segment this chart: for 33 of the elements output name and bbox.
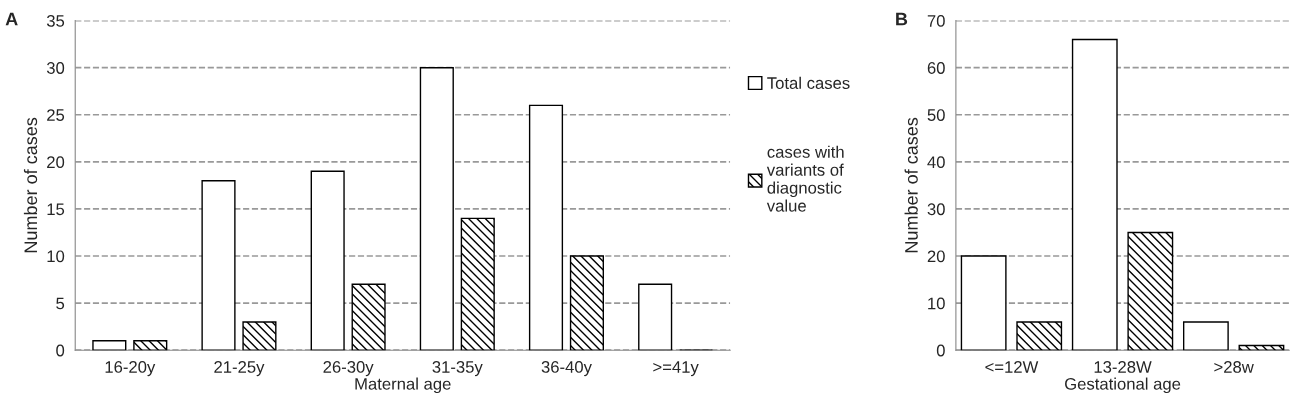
y-tick-label: 60 xyxy=(927,62,945,74)
y-tick-label: 40 xyxy=(927,156,945,169)
y-tick-label: 0 xyxy=(56,344,65,357)
y-tick-label: 10 xyxy=(47,250,65,263)
x-tick-label: >=41y xyxy=(653,361,699,377)
x-tick-label: >28w xyxy=(1214,361,1254,373)
y-tick-label: 20 xyxy=(927,250,945,263)
x-tick-label: 16-20y xyxy=(105,361,156,377)
x-tick-label: 13-28W xyxy=(1094,361,1152,373)
x-tick-label: 31-35y xyxy=(432,361,483,377)
chart-title: B xyxy=(896,12,908,26)
y-tick-label: 70 xyxy=(927,15,945,27)
x-axis-title: Maternal age xyxy=(355,377,451,394)
y-tick-label: 25 xyxy=(47,109,65,121)
y-axis-title: Number of cases xyxy=(904,117,918,253)
y-axis-title: Number of cases xyxy=(23,117,38,253)
y-tick-label: 35 xyxy=(46,15,65,27)
y-tick-label: 50 xyxy=(927,109,945,121)
y-tick-label: 30 xyxy=(46,62,65,74)
chart-title: A xyxy=(5,12,18,26)
y-tick-label: 0 xyxy=(936,344,945,357)
x-axis-title: Gestational age xyxy=(1065,377,1181,394)
y-tick-label: 10 xyxy=(928,297,945,310)
x-tick-label: 21-25y xyxy=(214,361,265,377)
x-tick-label: 26-30y xyxy=(323,361,374,377)
y-tick-label: 5 xyxy=(56,297,65,310)
x-tick-label: <=12W xyxy=(985,361,1039,373)
y-tick-label: 30 xyxy=(927,203,945,216)
legend-label: cases with variants of diagnostic value xyxy=(766,145,844,212)
y-tick-label: 20 xyxy=(47,156,65,169)
y-tick-label: 15 xyxy=(47,203,65,216)
legend-label: Total cases xyxy=(767,76,850,89)
x-tick-label: 36-40y xyxy=(541,361,592,377)
